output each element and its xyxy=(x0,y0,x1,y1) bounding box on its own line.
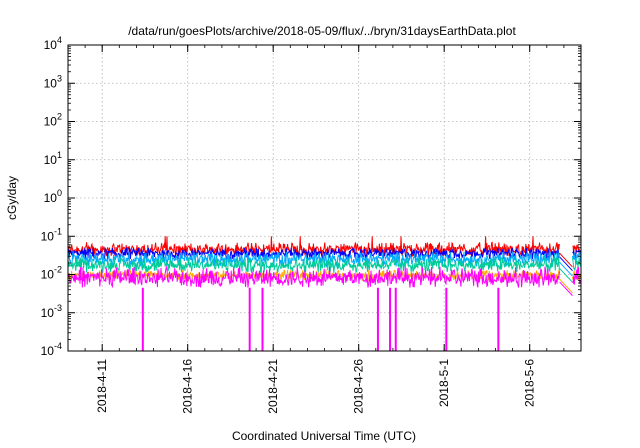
series-gap-line xyxy=(559,278,573,294)
x-tick-label: 2018-5-1 xyxy=(437,359,451,407)
y-tick-label: 10-3 xyxy=(41,303,62,320)
y-tick-label: 100 xyxy=(44,188,62,205)
series-gap-line xyxy=(559,281,573,296)
y-tick-label: 103 xyxy=(44,73,62,90)
y-tick-label: 10-2 xyxy=(41,265,62,282)
series-gap-line xyxy=(559,268,573,283)
y-tick-label: 102 xyxy=(44,112,62,129)
series-group xyxy=(67,236,582,351)
y-tick-label: 10-4 xyxy=(41,341,62,358)
x-tick-label: 2018-5-6 xyxy=(523,359,537,407)
y-axis-label: cGy/day xyxy=(5,176,19,220)
y-tick-label: 101 xyxy=(44,150,62,167)
series-gap-line xyxy=(559,256,573,272)
chart-title: /data/run/goesPlots/archive/2018-05-09/f… xyxy=(128,24,516,38)
series-gap-line xyxy=(559,252,573,268)
series-line xyxy=(67,265,582,289)
y-tick-label: 10-1 xyxy=(41,226,62,243)
x-tick-label: 2018-4-11 xyxy=(95,359,109,413)
x-tick-label: 2018-4-26 xyxy=(352,359,366,414)
y-tick-label: 104 xyxy=(44,35,62,52)
grid xyxy=(68,45,581,351)
series-line xyxy=(67,250,582,268)
x-tick-label: 2018-4-21 xyxy=(266,359,280,414)
x-tick-label: 2018-4-16 xyxy=(181,359,195,414)
series-line xyxy=(67,255,582,274)
ticks: 10-4 10-3 10-2 10-1 100 101 102 103 104 2018-4-11… xyxy=(41,35,582,414)
x-axis-label: Coordinated Universal Time (UTC) xyxy=(232,429,416,443)
series-gap-line xyxy=(559,261,573,277)
